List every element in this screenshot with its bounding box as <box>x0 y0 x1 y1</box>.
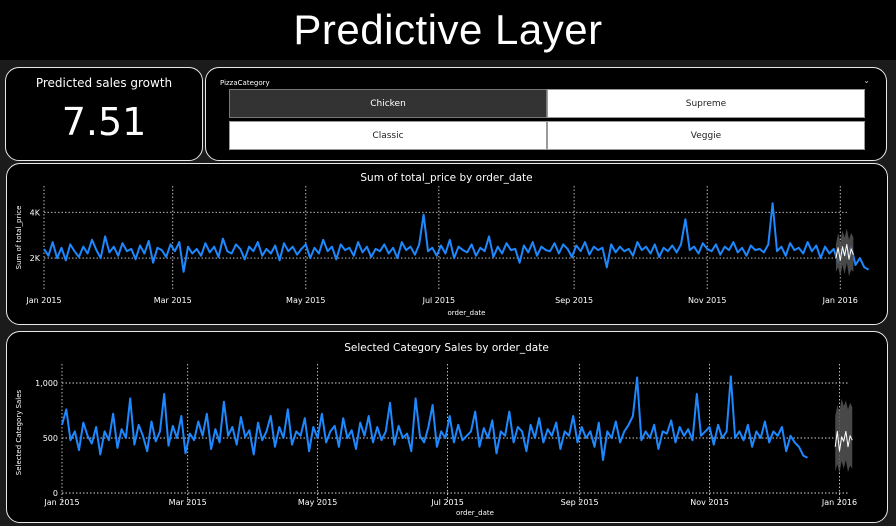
x-tick-label: Jan 2016 <box>821 498 857 507</box>
y-tick-label: 500 <box>43 434 58 443</box>
forecast-line <box>834 430 853 452</box>
slicer-option-veggie[interactable]: Veggie <box>547 121 865 150</box>
chevron-down-icon[interactable]: ⌄ <box>863 76 870 85</box>
x-tick-label: Sep 2015 <box>561 498 599 507</box>
series-line <box>43 202 870 273</box>
y-tick-label: 1,000 <box>35 379 58 388</box>
category-sales-line-chart: Selected Category Sales by order_date Jan… <box>15 342 857 517</box>
kpi-value: 7.51 <box>61 100 147 144</box>
kpi-label: Predicted sales growth <box>35 76 173 90</box>
x-tick-label: Sep 2015 <box>555 296 593 305</box>
y-tick-label: 4K <box>30 208 41 217</box>
x-tick-label: Jan 2016 <box>822 296 858 305</box>
page-header: Predictive Layer <box>0 0 896 60</box>
chart-title: Selected Category Sales by order_date <box>344 342 549 354</box>
category-sales-chart-panel: Selected Category Sales by order_date Jan… <box>6 331 888 523</box>
slicer-option-supreme[interactable]: Supreme <box>547 89 865 118</box>
x-axis-title: order_date <box>448 309 486 317</box>
slicer-option-classic[interactable]: Classic <box>229 121 547 150</box>
x-tick-label: Nov 2015 <box>690 498 729 507</box>
y-tick-label: 0 <box>53 489 58 498</box>
pizza-category-slicer: PizzaCategory ⌄ Chicken Supreme Classic … <box>205 67 887 161</box>
x-tick-label: Jan 2015 <box>43 498 79 507</box>
series-line <box>61 375 808 461</box>
y-axis-title: Sum of total_price <box>15 206 23 270</box>
x-tick-label: Mar 2015 <box>169 498 207 507</box>
chart-title: Sum of total_price by order_date <box>360 172 532 184</box>
forecast-confidence-band <box>835 398 853 474</box>
x-tick-label: May 2015 <box>286 296 325 305</box>
x-tick-label: May 2015 <box>298 498 337 507</box>
total-price-line-chart: Sum of total_price by order_date Jan 2015… <box>15 172 870 317</box>
x-axis-title: order_date <box>456 509 494 517</box>
x-tick-label: Jan 2015 <box>25 296 61 305</box>
y-axis-title: Selected Category Sales <box>15 389 23 475</box>
x-tick-label: Jul 2015 <box>430 498 464 507</box>
slicer-option-chicken[interactable]: Chicken <box>229 89 547 118</box>
total-price-chart-panel: Sum of total_price by order_date Jan 2015… <box>6 163 888 325</box>
page-title: Predictive Layer <box>293 6 603 53</box>
x-tick-label: Mar 2015 <box>154 296 192 305</box>
forecast-line <box>835 243 854 261</box>
y-tick-label: 2K <box>30 254 41 263</box>
slicer-title: PizzaCategory <box>220 79 270 87</box>
x-tick-label: Nov 2015 <box>688 296 727 305</box>
kpi-card: Predicted sales growth 7.51 <box>5 67 203 161</box>
forecast-confidence-band <box>835 228 854 277</box>
x-tick-label: Jul 2015 <box>422 296 456 305</box>
